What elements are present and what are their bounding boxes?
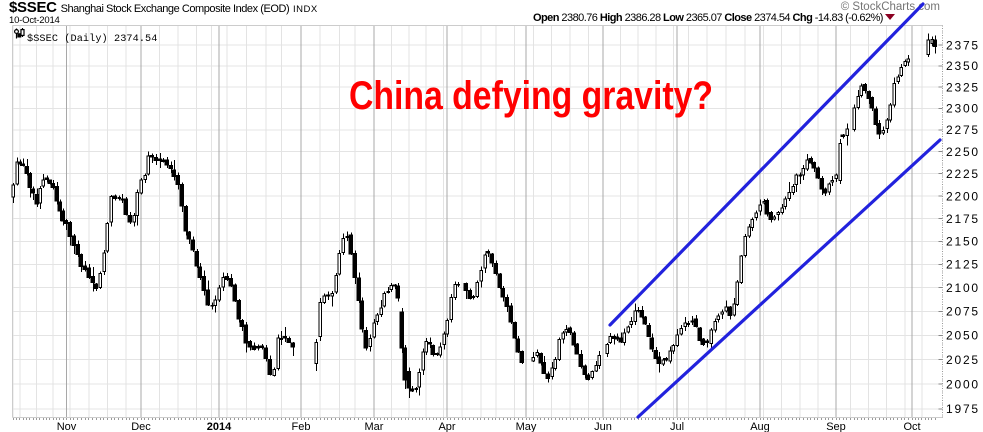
svg-text:2250: 2250 [946, 145, 980, 159]
svg-text:2014: 2014 [207, 421, 232, 432]
svg-text:2100: 2100 [946, 281, 980, 295]
svg-text:2175: 2175 [946, 212, 980, 226]
svg-text:Mar: Mar [365, 421, 384, 432]
svg-text:2275: 2275 [946, 123, 980, 137]
svg-text:Oct: Oct [903, 421, 920, 432]
svg-text:2150: 2150 [946, 235, 980, 249]
svg-text:2125: 2125 [946, 258, 980, 272]
svg-text:$SSEC (Daily) 2374.54: $SSEC (Daily) 2374.54 [27, 33, 157, 45]
svg-text:2225: 2225 [946, 167, 980, 181]
svg-text:Jul: Jul [670, 421, 684, 432]
svg-text:2325: 2325 [946, 80, 980, 94]
svg-text:2000: 2000 [946, 377, 980, 391]
svg-text:2350: 2350 [946, 59, 980, 73]
svg-text:Sep: Sep [826, 421, 846, 432]
svg-text:1975: 1975 [946, 402, 980, 416]
svg-text:2050: 2050 [946, 329, 980, 343]
svg-text:Dec: Dec [131, 421, 151, 432]
svg-text:Aug: Aug [750, 421, 770, 432]
svg-text:Apr: Apr [438, 421, 455, 432]
svg-text:May: May [516, 421, 537, 432]
svg-text:China defying gravity?: China defying gravity? [349, 74, 713, 118]
svg-text:2200: 2200 [946, 189, 980, 203]
svg-text:Jun: Jun [594, 421, 612, 432]
svg-text:2300: 2300 [946, 102, 980, 116]
svg-text:Nov: Nov [57, 421, 77, 432]
svg-text:2025: 2025 [946, 353, 980, 367]
svg-text:2375: 2375 [946, 38, 980, 52]
svg-text:2075: 2075 [946, 305, 980, 319]
svg-text:Feb: Feb [292, 421, 311, 432]
